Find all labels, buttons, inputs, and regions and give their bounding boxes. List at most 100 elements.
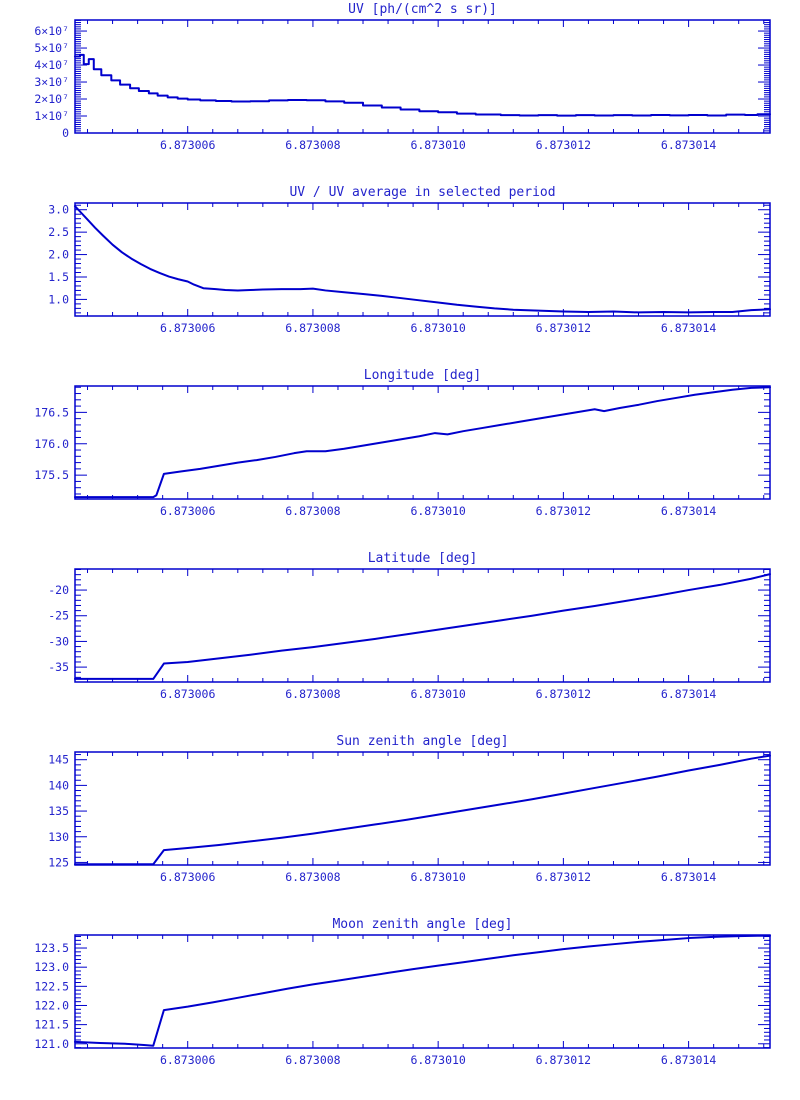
x-tick-label: 6.873006 [160,138,215,152]
uv-ratio-chart: UV / UV average in selected period 6.873… [0,183,800,366]
x-tick-label: 6.873008 [285,138,340,152]
x-tick-label: 6.873014 [661,1053,716,1067]
moon-zenith-plot: 6.873006 6.873008 6.873010 6.873012 6.873014… [34,934,771,1067]
x-tick-label: 6.873014 [661,870,716,884]
x-tick-label: 6.873012 [536,870,591,884]
y-tick-label: 0 [62,126,69,140]
axis-labels: 6.873006 6.873008 6.873010 6.873012 6.873014… [48,753,716,884]
data-series-line [74,205,771,314]
x-tick-label: 6.873014 [661,504,716,518]
y-tick-label: 123.5 [34,941,69,955]
axis-ticks [75,386,770,499]
x-tick-label: 6.873014 [661,138,716,152]
y-tick-label: 2.5 [48,225,69,239]
sun-zenith-chart-title: Sun zenith angle [deg] [336,734,509,749]
axis-ticks [75,752,770,865]
axis-ticks [75,935,770,1049]
axis-labels: 6.873006 6.873008 6.873010 6.873012 6.873014… [48,583,716,701]
uv-chart: UV [ph/(cm^2 s sr)] 6.873006 6.873008 6.87… [0,0,800,183]
y-tick-label: -25 [48,609,69,623]
uv-ratio-chart-title: UV / UV average in selected period [289,185,556,200]
y-tick-label: -20 [48,583,69,597]
plot-frame [74,568,771,683]
y-tick-label: 3×10⁷ [34,75,69,89]
axis-ticks [75,569,770,682]
data-series-line [74,754,771,866]
y-tick-label: 135 [48,804,69,818]
data-series-line [74,934,771,1047]
longitude-chart-title: Longitude [deg] [363,368,482,383]
latitude-plot: 6.873006 6.873008 6.873010 6.873012 6.873014… [48,568,771,701]
y-tick-label: 4×10⁷ [34,58,69,72]
y-tick-label: 123.0 [34,960,69,974]
y-tick-label: 1.0 [48,292,69,306]
axis-labels: 6.873006 6.873008 6.873010 6.873012 6.873014… [34,405,716,518]
y-tick-label: 1.5 [48,270,69,284]
uv-ratio-plot: 6.873006 6.873008 6.873010 6.873012 6.873014… [48,202,771,335]
x-tick-label: 6.873008 [285,870,340,884]
x-tick-label: 6.873010 [410,321,465,335]
axis-ticks [75,203,770,316]
longitude-chart: Longitude [deg] 6.873006 6.873008 6.873010… [0,366,800,549]
data-series-line [74,53,771,117]
x-tick-label: 6.873012 [536,321,591,335]
x-tick-label: 6.873008 [285,687,340,701]
y-tick-label: 1×10⁷ [34,109,69,123]
y-tick-label: 122.5 [34,979,69,993]
x-tick-label: 6.873014 [661,687,716,701]
latitude-chart: Latitude [deg] 6.873006 6.873008 6.873010 6… [0,549,800,732]
plot-frame [74,934,771,1049]
uv-plot: 6.873006 6.873008 6.873010 6.873012 6.873014… [34,19,771,152]
x-tick-label: 6.873010 [410,504,465,518]
y-tick-label: 176.0 [34,437,69,451]
data-series-line [74,573,771,680]
x-tick-label: 6.873012 [536,1053,591,1067]
axis-labels: 6.873006 6.873008 6.873010 6.873012 6.873014… [34,941,716,1067]
x-tick-label: 6.873012 [536,687,591,701]
moon-zenith-chart-title: Moon zenith angle [deg] [332,917,513,932]
y-tick-label: 145 [48,753,69,767]
y-tick-label: 2×10⁷ [34,92,69,106]
y-tick-label: 3.0 [48,203,69,217]
y-tick-label: 122.0 [34,998,69,1012]
plot-frame [74,385,771,500]
x-tick-label: 6.873010 [410,1053,465,1067]
y-tick-label: 121.5 [34,1018,69,1032]
latitude-chart-title: Latitude [deg] [367,551,478,566]
y-tick-label: 2.0 [48,248,69,262]
x-tick-label: 6.873008 [285,321,340,335]
y-tick-label: 125 [48,855,69,869]
uv-chart-title: UV [ph/(cm^2 s sr)] [348,2,497,17]
data-series-line [74,386,771,499]
x-tick-label: 6.873012 [536,504,591,518]
x-tick-label: 6.873006 [160,504,215,518]
x-tick-label: 6.873006 [160,321,215,335]
x-tick-label: 6.873006 [160,870,215,884]
y-tick-label: 6×10⁷ [34,24,69,38]
x-tick-label: 6.873010 [410,687,465,701]
x-tick-label: 6.873008 [285,504,340,518]
axis-labels: 6.873006 6.873008 6.873010 6.873012 6.873014… [48,203,716,335]
plot-frame [74,19,771,134]
plot-frame [74,202,771,317]
x-tick-label: 6.873010 [410,870,465,884]
y-tick-label: 176.5 [34,405,69,419]
x-tick-label: 6.873014 [661,321,716,335]
x-tick-label: 6.873006 [160,687,215,701]
axis-ticks [75,19,770,133]
y-tick-label: 5×10⁷ [34,41,69,55]
axis-labels: 6.873006 6.873008 6.873010 6.873012 6.873014… [34,24,716,152]
y-tick-label: -30 [48,634,69,648]
sun-zenith-chart: Sun zenith angle [deg] 6.873006 6.873008 6… [0,732,800,915]
moon-zenith-chart: Moon zenith angle [deg] 6.873006 6.873008… [0,915,800,1098]
y-tick-label: 175.5 [34,468,69,482]
y-tick-label: -35 [48,660,69,674]
x-tick-label: 6.873012 [536,138,591,152]
y-tick-label: 121.0 [34,1037,69,1051]
y-tick-label: 130 [48,830,69,844]
x-tick-label: 6.873006 [160,1053,215,1067]
x-tick-label: 6.873008 [285,1053,340,1067]
y-tick-label: 140 [48,778,69,792]
longitude-plot: 6.873006 6.873008 6.873010 6.873012 6.873014… [34,385,771,518]
